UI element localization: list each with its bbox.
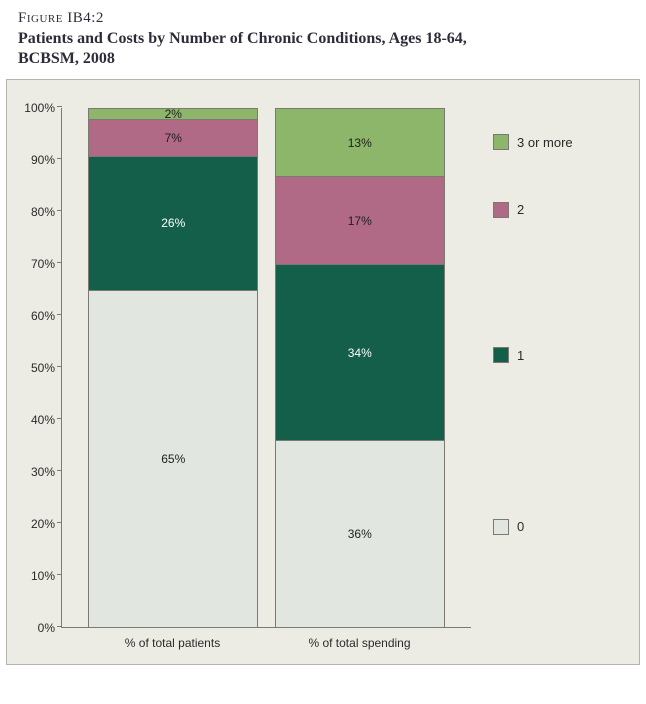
legend-swatch-3plus bbox=[493, 134, 509, 150]
x-label: % of total patients bbox=[88, 636, 258, 650]
legend-label-3plus: 3 or more bbox=[517, 135, 573, 150]
segment-spending-3plus: 13% bbox=[276, 109, 444, 176]
legend-swatch-2 bbox=[493, 202, 509, 218]
y-axis: 0%10%20%30%40%50%60%70%80%90%100% bbox=[17, 108, 61, 628]
y-tick-mark bbox=[57, 626, 62, 627]
chart-area: 2%7%26%65%13%17%34%36% bbox=[61, 108, 471, 628]
figure-label: Figure IB4:2 bbox=[18, 10, 628, 27]
y-tick-mark bbox=[57, 158, 62, 159]
legend-item-3plus: 3 or more bbox=[493, 134, 573, 150]
legend: 3 or more 2 1 0 bbox=[471, 108, 629, 628]
y-tick-mark bbox=[57, 574, 62, 575]
legend-swatch-1 bbox=[493, 347, 509, 363]
y-tick-mark bbox=[57, 314, 62, 315]
figure-title: Patients and Costs by Number of Chronic … bbox=[18, 29, 628, 69]
legend-item-2: 2 bbox=[493, 202, 524, 218]
legend-item-0: 0 bbox=[493, 519, 524, 535]
y-tick-label: 10% bbox=[31, 569, 55, 583]
figure-header: Figure IB4:2 Patients and Costs by Numbe… bbox=[0, 0, 646, 77]
title-line-2: BCBSM, 2008 bbox=[18, 50, 115, 67]
y-tick-mark bbox=[57, 522, 62, 523]
y-tick-label: 100% bbox=[24, 101, 55, 115]
y-tick-label: 70% bbox=[31, 257, 55, 271]
figure-container: Figure IB4:2 Patients and Costs by Numbe… bbox=[0, 0, 646, 665]
y-tick-label: 0% bbox=[38, 621, 55, 635]
y-tick-label: 60% bbox=[31, 309, 55, 323]
legend-item-1: 1 bbox=[493, 347, 524, 363]
segment-spending-0: 36% bbox=[276, 440, 444, 626]
y-tick-label: 90% bbox=[31, 153, 55, 167]
x-label: % of total spending bbox=[275, 636, 445, 650]
segment-patients-3plus: 2% bbox=[89, 109, 257, 119]
y-tick-mark bbox=[57, 470, 62, 471]
legend-label-0: 0 bbox=[517, 519, 524, 534]
x-axis-labels: % of total patients % of total spending bbox=[61, 628, 471, 654]
segment-spending-1: 34% bbox=[276, 264, 444, 440]
bar-spending: 13%17%34%36% bbox=[275, 108, 445, 627]
plot-area: 0%10%20%30%40%50%60%70%80%90%100% 2%7%26… bbox=[6, 79, 640, 665]
segment-patients-0: 65% bbox=[89, 290, 257, 627]
y-tick-mark bbox=[57, 210, 62, 211]
y-tick-label: 40% bbox=[31, 413, 55, 427]
bar-patients: 2%7%26%65% bbox=[88, 108, 258, 627]
y-tick-mark bbox=[57, 418, 62, 419]
y-tick-label: 80% bbox=[31, 205, 55, 219]
y-tick-label: 20% bbox=[31, 517, 55, 531]
y-tick-label: 30% bbox=[31, 465, 55, 479]
y-tick-label: 50% bbox=[31, 361, 55, 375]
segment-patients-2: 7% bbox=[89, 119, 257, 155]
y-tick-mark bbox=[57, 106, 62, 107]
legend-label-1: 1 bbox=[517, 348, 524, 363]
title-line-1: Patients and Costs by Number of Chronic … bbox=[18, 30, 467, 47]
legend-swatch-0 bbox=[493, 519, 509, 535]
legend-label-2: 2 bbox=[517, 202, 524, 217]
segment-spending-2: 17% bbox=[276, 176, 444, 264]
y-tick-mark bbox=[57, 366, 62, 367]
segment-patients-1: 26% bbox=[89, 156, 257, 291]
y-tick-mark bbox=[57, 262, 62, 263]
